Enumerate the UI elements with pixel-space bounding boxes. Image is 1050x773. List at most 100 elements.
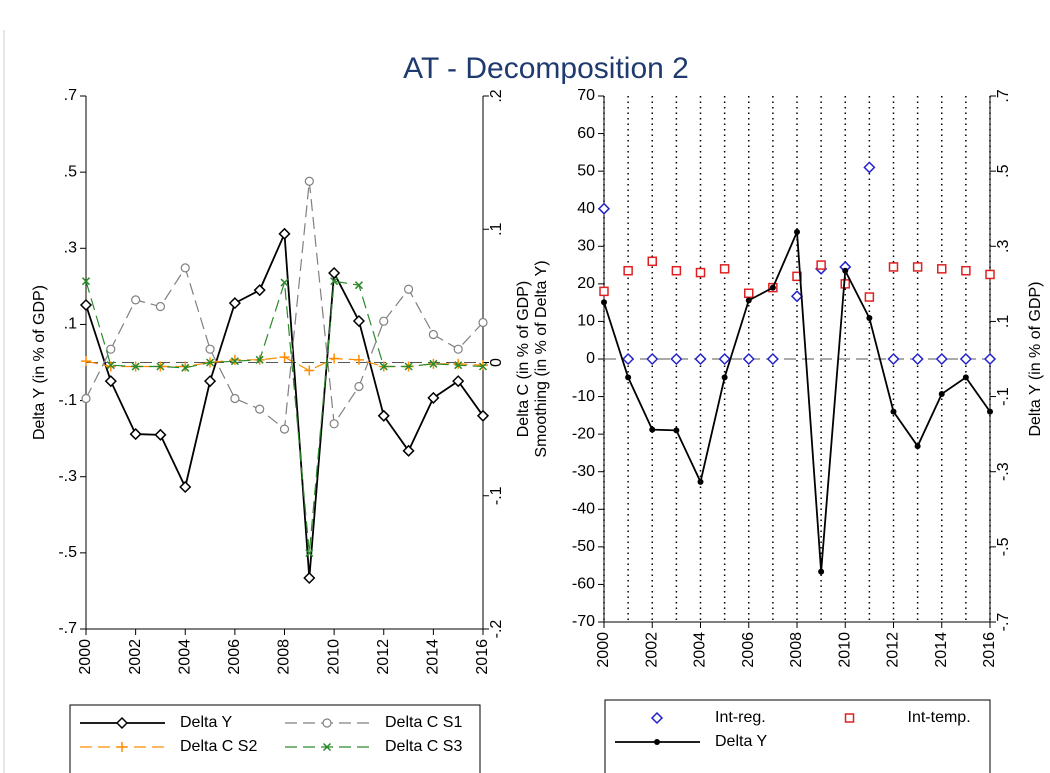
data-point — [866, 315, 873, 322]
data-point — [794, 229, 800, 236]
y2-tick-label: .7 — [995, 89, 1012, 102]
y-tick-label: .3 — [64, 240, 77, 257]
y-tick-label: 0 — [586, 350, 595, 367]
data-point — [230, 357, 239, 366]
data-point — [179, 480, 192, 494]
data-point — [379, 362, 388, 371]
y2-tick-label: -.2 — [488, 620, 505, 639]
data-point — [718, 352, 731, 366]
y-tick-label: 50 — [577, 162, 595, 179]
x-tick-label: 2006 — [226, 639, 243, 675]
data-point — [229, 354, 240, 365]
x-tick-label: 2000 — [595, 632, 612, 668]
data-point — [105, 361, 116, 372]
y2-tick-label: .1 — [488, 222, 505, 235]
data-point — [154, 428, 167, 441]
y-tick-label: -10 — [572, 388, 595, 405]
data-point — [354, 381, 364, 392]
data-point — [673, 427, 680, 434]
y-tick-label: 60 — [577, 125, 595, 142]
data-point — [769, 284, 776, 291]
data-point — [478, 317, 488, 328]
data-point — [104, 375, 117, 388]
data-point — [597, 202, 611, 215]
data-point — [279, 352, 290, 363]
data-point — [887, 352, 900, 366]
y-axis-title: Delta C (in % of GDP) — [515, 281, 532, 437]
x-tick-label: 2002 — [643, 632, 660, 668]
data-point — [79, 298, 93, 312]
y-tick-label: .5 — [64, 163, 77, 180]
data-point — [790, 290, 804, 303]
data-point — [304, 365, 315, 376]
legend-marker — [322, 718, 332, 728]
y-tick-label: -30 — [572, 463, 595, 480]
legend-label: Delta Y — [715, 733, 768, 750]
legend-marker — [654, 739, 660, 745]
y-tick-label: 40 — [577, 200, 595, 217]
legend-label: Int-reg. — [715, 709, 766, 726]
data-point — [452, 375, 465, 388]
x-tick-label: 2004 — [176, 639, 193, 675]
y-axis-title: Delta Y (in % of GDP) — [31, 285, 48, 440]
y2-axis-title: Delta Y (in % of GDP) — [1027, 281, 1044, 436]
data-point — [329, 419, 339, 429]
data-point — [478, 362, 488, 371]
x-tick-label: 2008 — [788, 632, 805, 668]
data-point — [649, 426, 656, 433]
data-point — [106, 361, 115, 370]
data-point — [379, 316, 389, 326]
data-point — [329, 353, 340, 364]
x-tick-label: 2016 — [981, 632, 998, 668]
data-point — [478, 360, 488, 371]
y-tick-label: 10 — [577, 313, 595, 330]
data-point — [623, 265, 633, 276]
data-point — [987, 408, 993, 415]
data-point — [647, 256, 657, 267]
data-point — [106, 344, 116, 354]
legend-label: Delta C S2 — [180, 738, 257, 755]
data-point — [697, 478, 704, 485]
y2-tick-label: -.5 — [995, 537, 1012, 556]
y2-tick-label: .2 — [488, 89, 505, 102]
legend-label: Delta Y — [180, 714, 233, 731]
data-point — [646, 352, 659, 366]
data-point — [330, 277, 339, 286]
x-tick-label: 2012 — [375, 639, 392, 675]
data-point — [81, 393, 91, 404]
y2-tick-label: -.1 — [488, 486, 505, 505]
data-point — [670, 352, 683, 366]
x-tick-label: 2012 — [885, 632, 902, 668]
data-point — [694, 352, 707, 366]
data-point — [937, 264, 947, 274]
data-point — [912, 262, 923, 272]
x-tick-label: 2016 — [474, 639, 491, 675]
data-point — [328, 266, 341, 280]
y-tick-label: 20 — [577, 275, 595, 292]
data-point — [278, 227, 291, 240]
data-point — [890, 408, 897, 415]
x-tick-label: 2010 — [836, 632, 853, 668]
y-tick-label: -.1 — [58, 392, 77, 409]
data-point — [155, 301, 166, 312]
series-line — [85, 280, 484, 554]
data-point — [983, 352, 997, 366]
data-point — [352, 314, 365, 328]
data-point — [842, 267, 849, 274]
data-point — [230, 393, 240, 404]
y-tick-label: -20 — [572, 425, 595, 442]
x-tick-label: 2000 — [77, 639, 94, 675]
data-point — [742, 352, 755, 366]
x-tick-label: 2006 — [740, 632, 757, 668]
data-point — [671, 265, 682, 276]
data-point — [303, 571, 316, 585]
data-point — [279, 424, 290, 434]
y-axis-title: Smoothing (in % of Delta Y) — [533, 260, 550, 457]
y2-tick-label: -.1 — [995, 387, 1012, 406]
data-point — [427, 391, 440, 404]
x-tick-label: 2004 — [692, 632, 709, 668]
data-point — [935, 352, 948, 366]
data-point — [81, 277, 91, 286]
